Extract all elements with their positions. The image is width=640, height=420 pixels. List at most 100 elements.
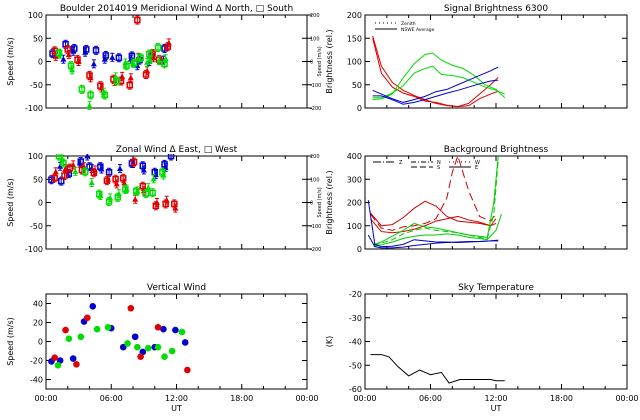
right-y-tick-label: -200 [310, 247, 321, 253]
y-axis-label: Brightness (rel.) [325, 29, 334, 93]
y-tick-label: -20 [349, 290, 362, 299]
data-point [51, 354, 58, 361]
chart-zonal: Zonal Wind Δ East, □ West -100 -50 0 50 100 Sp… [6, 145, 323, 254]
data-point-square [64, 46, 71, 53]
data-point-triangle [98, 166, 105, 172]
y-tick-label: -40 [349, 338, 362, 347]
data-point-square [134, 16, 141, 24]
right-y-axis-label: Speed (m/s) [317, 187, 323, 217]
y-tick-label: -20 [30, 357, 43, 366]
data-point-square [101, 91, 108, 99]
series-line-green-b [373, 160, 499, 246]
chart-sky: Sky Temperature 00:00 06:00 12:00 18:00 00:00… [325, 283, 639, 413]
data-point-triangle [153, 199, 160, 205]
x-tick-label: 00:00 [295, 394, 318, 403]
data-point-triangle [134, 187, 141, 194]
data-point-square [142, 190, 150, 197]
y-tick-label: 100 [28, 11, 43, 20]
data-point-triangle [69, 66, 76, 73]
x-axis-label: UT [491, 404, 502, 413]
data-point-triangle [147, 56, 154, 63]
data-point-triangle [119, 73, 126, 79]
right-y-tick-label: 100 [310, 36, 320, 42]
y-tick-label: 20 [33, 319, 43, 328]
data-point-square [137, 54, 144, 62]
data-point-triangle [127, 74, 134, 81]
data-point [131, 333, 139, 341]
data-point-triangle [150, 175, 157, 182]
data-point-triangle [90, 60, 97, 67]
chart-title: Sky Temperature [458, 283, 534, 293]
data-point-triangle [65, 51, 72, 58]
data-point-triangle [134, 62, 141, 69]
x-axis-label: UT [171, 404, 182, 413]
series-line-sky-temp [370, 354, 505, 384]
y-tick-label: 0 [38, 199, 43, 208]
right-y-tick-label: 200 [310, 13, 320, 19]
y-tick-label: 0 [357, 245, 362, 254]
data-point [137, 353, 144, 361]
x-tick-label: 06:00 [100, 394, 123, 403]
data-point-square [149, 189, 156, 196]
data-point-square [71, 45, 78, 52]
y-tick-label: 200 [347, 11, 362, 20]
y-tick-label: -50 [30, 222, 43, 231]
data-point-triangle [165, 39, 172, 46]
data-point-square [115, 54, 123, 62]
data-point-square [139, 182, 147, 190]
data-point-square [77, 158, 85, 165]
data-point [119, 343, 127, 351]
data-point-triangle [113, 180, 120, 187]
data-point [84, 314, 91, 322]
right-y-tick-label: 100 [310, 177, 320, 183]
data-point-triangle [98, 85, 105, 91]
plot-area [372, 35, 506, 108]
data-point-square [154, 44, 162, 51]
data-point [154, 343, 162, 351]
data-point-triangle [140, 166, 147, 173]
x-tick-label: 18:00 [230, 394, 253, 403]
data-point-square [87, 91, 94, 99]
chart-meridional: Boulder 2014019 Meridional Wind Δ North,… [6, 4, 323, 113]
data-point-triangle [107, 194, 114, 201]
data-point [89, 303, 97, 310]
y-tick-label: -50 [349, 361, 362, 370]
data-point [104, 323, 112, 331]
plot-frame [364, 293, 628, 390]
legend-label: NSWE Average [401, 27, 435, 33]
data-point-triangle [86, 102, 93, 109]
data-point-triangle [91, 166, 98, 173]
data-point-triangle [121, 179, 128, 186]
data-point-square [82, 46, 90, 53]
right-y-tick-label: 200 [310, 154, 320, 160]
chart-signal: Signal Brightness 6300 0 50 100 150 200 Bright… [325, 4, 628, 113]
series-line-green-c [373, 213, 502, 247]
y-tick-label: 100 [347, 58, 362, 67]
y-axis-label: Brightness (rel.) [325, 170, 334, 234]
data-point-square [113, 77, 120, 85]
plot-area [367, 154, 502, 249]
data-point-triangle [160, 172, 167, 178]
x-tick-label: 18:00 [550, 394, 573, 403]
y-tick-label: 0 [38, 338, 43, 347]
data-point [69, 355, 77, 362]
legend-label: Zenith [401, 21, 416, 27]
y-tick-label: 200 [347, 199, 362, 208]
data-point [124, 340, 131, 347]
series-line-red-1 [372, 35, 499, 108]
data-point-square [167, 154, 175, 160]
data-point-triangle [75, 58, 82, 64]
data-point-triangle [104, 176, 111, 182]
x-tick-label: 12:00 [484, 394, 507, 403]
series-line-green-a [373, 155, 499, 245]
data-point-triangle [144, 67, 151, 74]
data-point-triangle [97, 192, 104, 199]
data-point [181, 339, 189, 346]
data-point-triangle [145, 184, 152, 191]
chart-title: Vertical Wind [147, 283, 206, 293]
data-point-square [119, 175, 127, 182]
data-point-triangle [123, 186, 130, 192]
y-tick-label: -50 [30, 81, 43, 90]
data-point-triangle [163, 197, 170, 203]
y-tick-label: -40 [30, 376, 43, 385]
